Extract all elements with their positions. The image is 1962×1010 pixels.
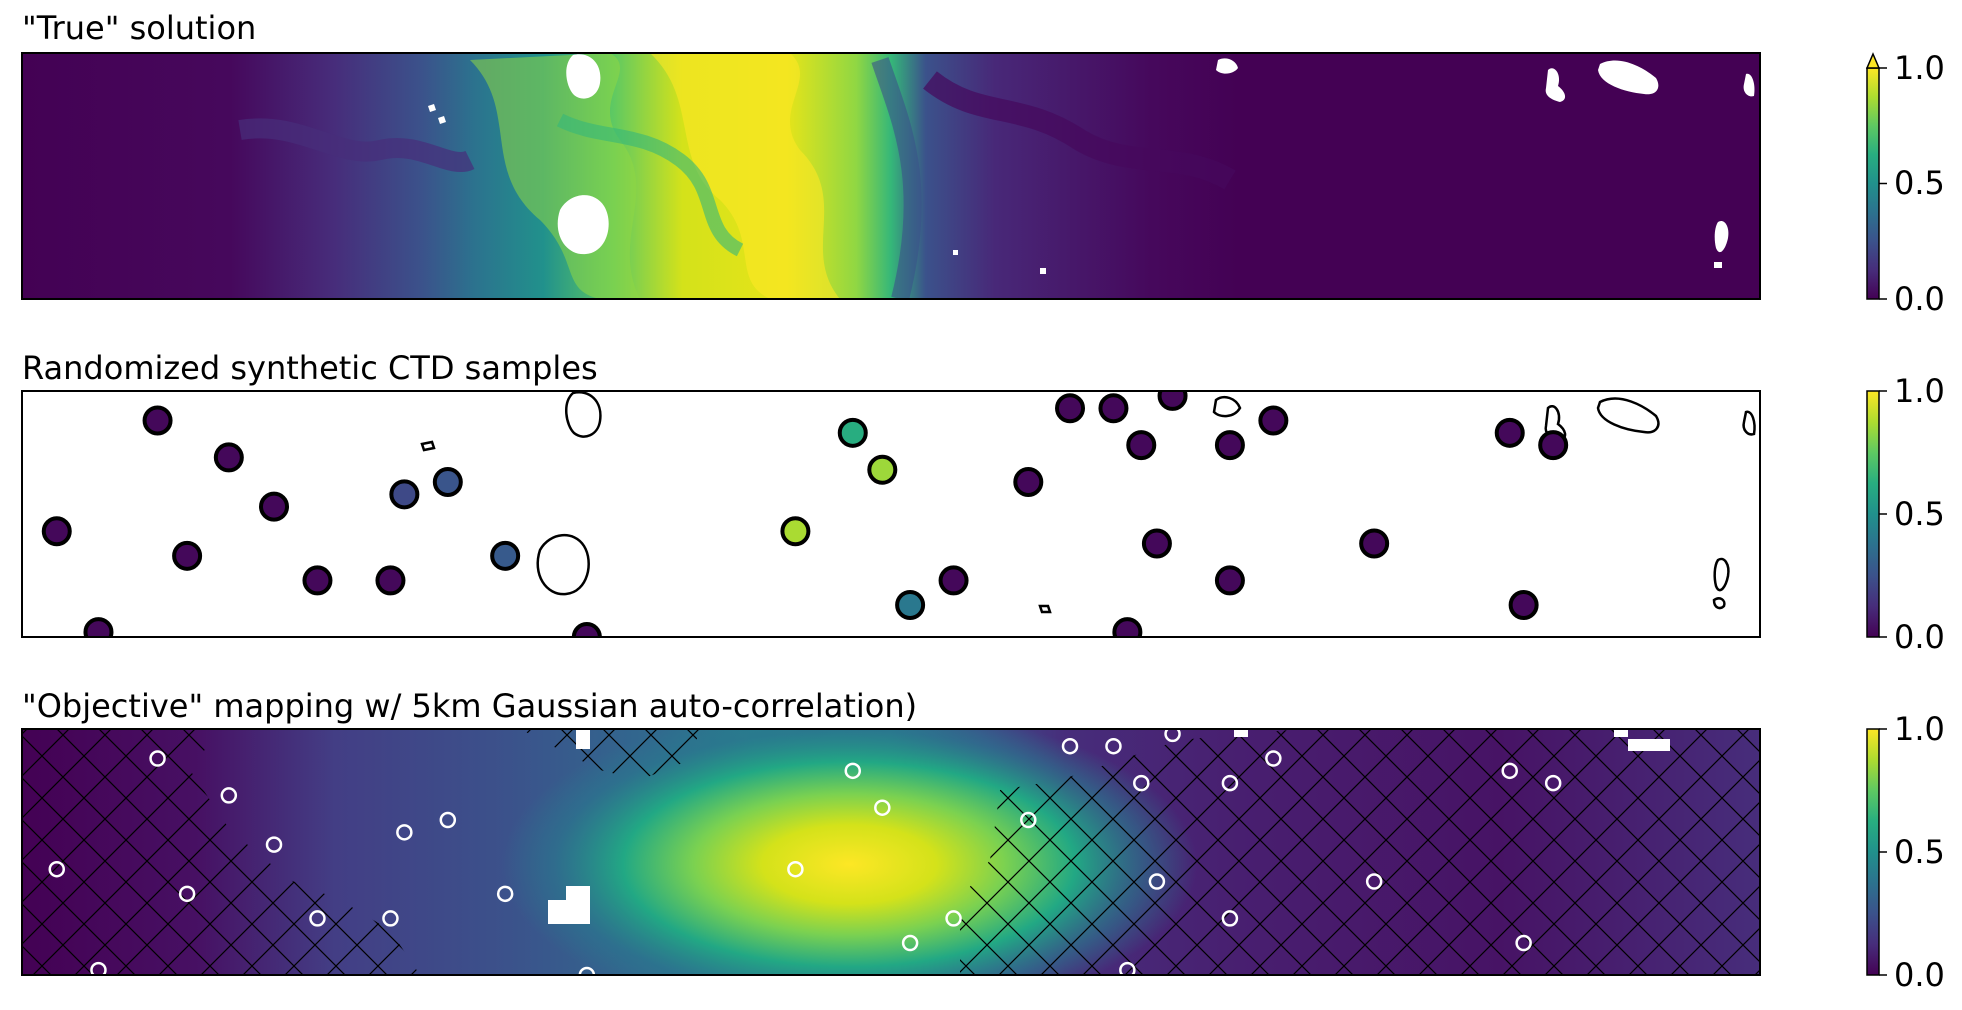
ctd-sample-point-2 bbox=[259, 491, 290, 522]
objective-sample-marker-6 bbox=[309, 910, 326, 927]
cb3-tick-0.0: 0.0 bbox=[1894, 956, 1945, 994]
colorbar-objective-mapping bbox=[1866, 728, 1880, 976]
objective-sample-marker-11 bbox=[787, 860, 804, 878]
ctd-sample-point-8 bbox=[389, 479, 420, 510]
true-solution-plot bbox=[22, 53, 1760, 299]
ctd-sample-point-5 bbox=[83, 617, 114, 637]
ctd-sample-point-4 bbox=[172, 540, 203, 571]
ctd-sample-point-17 bbox=[1055, 393, 1086, 424]
ctd-sample-point-9 bbox=[432, 467, 463, 498]
objective-sample-marker-2 bbox=[265, 836, 283, 853]
objective-sample-marker-0 bbox=[149, 750, 166, 767]
colorbar-ctd-samples bbox=[1866, 390, 1880, 638]
ctd-sample-point-25 bbox=[1214, 565, 1245, 596]
ctd-sample-point-27 bbox=[1494, 417, 1525, 448]
ctd-sample-point-16 bbox=[1013, 467, 1044, 498]
ctd-sample-point-15 bbox=[938, 565, 969, 596]
objective-sample-marker-27 bbox=[1501, 762, 1518, 780]
cb1-tick-0.5: 0.5 bbox=[1894, 164, 1945, 202]
ctd-sample-point-21 bbox=[1141, 528, 1172, 559]
ctd-sample-point-6 bbox=[302, 565, 333, 596]
objective-sample-marker-15 bbox=[945, 910, 962, 927]
ctd-sample-point-28 bbox=[1538, 430, 1569, 461]
objective-sample-marker-10 bbox=[496, 885, 514, 903]
colorbar-ticks bbox=[1879, 67, 1887, 976]
objective-sample-marker-14 bbox=[901, 934, 919, 952]
objective-sample-marker-5 bbox=[90, 961, 107, 975]
ctd-sample-point-0 bbox=[142, 405, 173, 436]
ctd-samples-frame bbox=[21, 390, 1761, 638]
ctd-sample-point-10 bbox=[490, 540, 521, 571]
cb3-tick-1.0: 1.0 bbox=[1894, 710, 1945, 748]
ctd-sample-point-20 bbox=[1157, 391, 1188, 411]
ctd-sample-point-30 bbox=[571, 622, 602, 637]
cb2-tick-1.0: 1.0 bbox=[1894, 372, 1945, 410]
cb1-tick-1.0: 1.0 bbox=[1894, 49, 1945, 87]
objective-sample-marker-23 bbox=[1221, 774, 1239, 792]
ctd-sample-point-19 bbox=[1126, 430, 1157, 461]
objective-sample-marker-7 bbox=[382, 910, 399, 927]
cb2-tick-0.0: 0.0 bbox=[1894, 618, 1945, 656]
objective-points-layer bbox=[48, 729, 1562, 975]
ctd-sample-point-11 bbox=[780, 516, 811, 547]
ctd-sample-point-29 bbox=[1508, 590, 1539, 621]
ctd-sample-point-23 bbox=[1214, 430, 1245, 461]
objective-sample-marker-21 bbox=[1148, 873, 1166, 890]
objective-sample-marker-25 bbox=[1221, 910, 1239, 927]
objective-sample-marker-9 bbox=[439, 811, 457, 829]
ctd-points-layer bbox=[41, 391, 1569, 637]
objective-sample-marker-18 bbox=[1105, 737, 1122, 755]
ctd-sample-point-22 bbox=[1112, 617, 1143, 637]
objective-sample-marker-24 bbox=[1265, 750, 1282, 767]
ctd-sample-point-14 bbox=[895, 590, 926, 621]
ctd-sample-point-18 bbox=[1098, 393, 1129, 424]
ctd-sample-point-26 bbox=[1359, 528, 1390, 559]
true-solution-frame bbox=[21, 52, 1761, 300]
objective-sample-marker-17 bbox=[1061, 737, 1079, 755]
objective-sample-marker-22 bbox=[1119, 961, 1136, 975]
panel-title-ctd-samples: Randomized synthetic CTD samples bbox=[22, 349, 598, 387]
objective-sample-marker-4 bbox=[178, 885, 196, 903]
ctd-samples-plot bbox=[22, 391, 1760, 637]
objective-sample-marker-1 bbox=[220, 787, 238, 804]
objective-sample-marker-30 bbox=[578, 966, 596, 975]
ctd-sample-point-24 bbox=[1258, 405, 1289, 436]
ctd-sample-point-12 bbox=[837, 417, 868, 448]
cb2-tick-0.5: 0.5 bbox=[1894, 495, 1945, 533]
panel-title-true-solution: "True" solution bbox=[22, 9, 257, 47]
ctd-sample-point-3 bbox=[41, 516, 72, 547]
objective-sample-marker-19 bbox=[1133, 774, 1150, 792]
ctd-sample-point-7 bbox=[375, 565, 406, 596]
objective-mapping-plot bbox=[22, 729, 1760, 975]
ctd-sample-point-1 bbox=[213, 442, 244, 473]
objective-sample-marker-3 bbox=[48, 860, 66, 878]
objective-sample-marker-12 bbox=[844, 762, 862, 780]
objective-sample-marker-13 bbox=[874, 799, 891, 816]
objective-sample-marker-28 bbox=[1544, 774, 1562, 792]
objective-sample-marker-26 bbox=[1365, 873, 1383, 890]
cb3-tick-0.5: 0.5 bbox=[1894, 833, 1945, 871]
objective-sample-marker-16 bbox=[1020, 811, 1037, 829]
objective-sample-marker-20 bbox=[1164, 729, 1181, 743]
objective-mapping-frame bbox=[21, 728, 1761, 976]
panel-title-objective-mapping: "Objective" mapping w/ 5km Gaussian auto… bbox=[22, 687, 918, 725]
colorbar-true-solution bbox=[1865, 52, 1881, 300]
cb1-tick-0.0: 0.0 bbox=[1894, 280, 1945, 318]
objective-sample-marker-8 bbox=[396, 824, 413, 841]
objective-sample-marker-29 bbox=[1515, 934, 1532, 952]
ctd-sample-point-13 bbox=[867, 454, 898, 485]
